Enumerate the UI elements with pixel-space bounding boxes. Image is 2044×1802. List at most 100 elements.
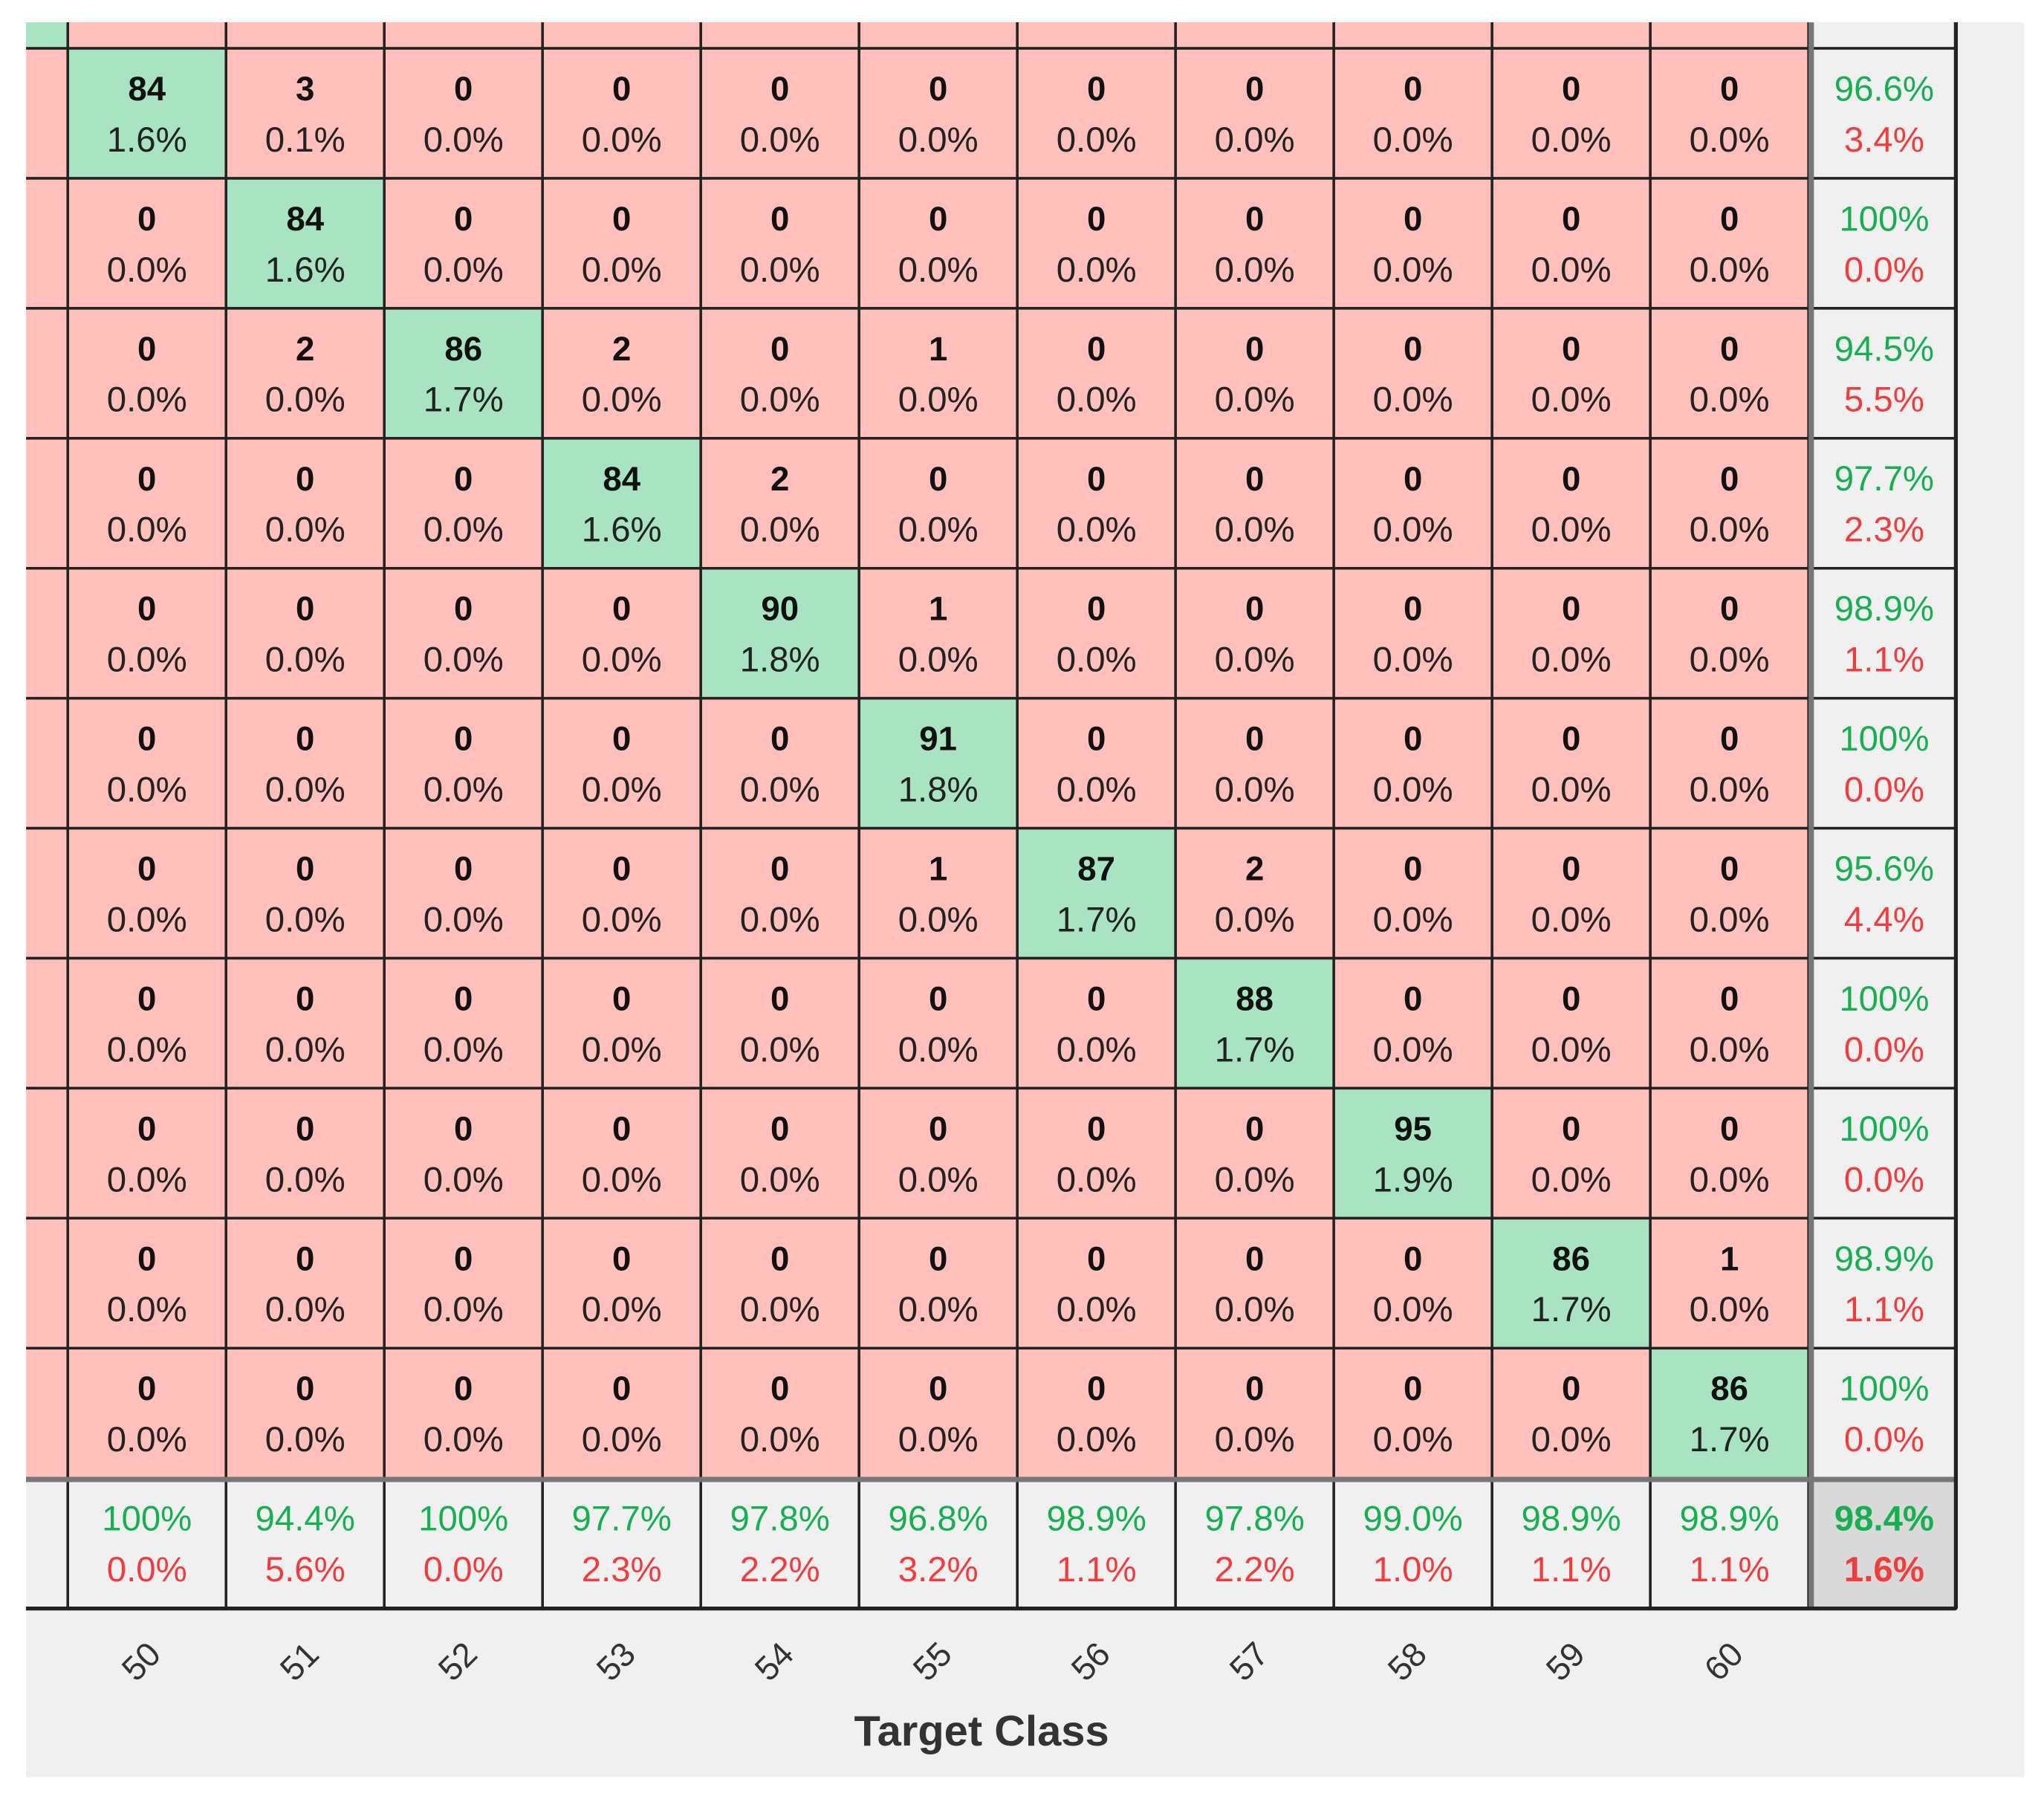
cell-percent: 1.7% <box>424 380 504 420</box>
cell-count: 0 <box>1562 200 1580 238</box>
cell-count: 0 <box>454 1370 473 1407</box>
cell-count: 0 <box>612 1370 631 1407</box>
cell-count: 1 <box>929 590 947 628</box>
error-cell <box>66 1086 227 1220</box>
column-error: 2.2% <box>740 1550 820 1589</box>
cell-count: 0 <box>612 1239 631 1277</box>
cell-count: 0 <box>1245 200 1264 238</box>
cell-count: 0 <box>137 330 156 368</box>
cell-percent: 0.0% <box>582 1290 662 1329</box>
error-cell <box>699 1346 860 1479</box>
row-error: 3.4% <box>1844 120 1924 160</box>
cell-count: 1 <box>929 330 947 368</box>
cell-count: 0 <box>1404 720 1422 758</box>
cell-count: 0 <box>1087 590 1106 628</box>
cell-percent: 0.0% <box>107 1160 187 1199</box>
cell-count: 0 <box>1720 200 1739 238</box>
error-cell <box>857 956 1019 1090</box>
cell-percent: 0.0% <box>424 900 504 939</box>
error-cell <box>1649 177 1810 310</box>
cell-count: 0 <box>137 1370 156 1407</box>
cell-percent: 0.0% <box>1057 1290 1137 1329</box>
cell-count: 0 <box>137 200 156 238</box>
row-precision: 94.5% <box>1834 329 1934 369</box>
cell-count: 0 <box>1087 1239 1106 1277</box>
cell-count: 0 <box>137 720 156 758</box>
cell-percent: 0.0% <box>1373 641 1453 680</box>
cell-count: 0 <box>1562 70 1580 108</box>
column-error: 0.0% <box>107 1550 187 1589</box>
cell-count: 0 <box>929 70 947 108</box>
column-error: 1.1% <box>1057 1550 1137 1589</box>
cell-percent: 0.0% <box>1373 120 1453 160</box>
cell-count: 0 <box>1087 200 1106 238</box>
cell-count: 0 <box>1087 460 1106 498</box>
error-cell <box>857 1346 1019 1479</box>
cell-percent: 0.0% <box>107 511 187 550</box>
cell-count: 84 <box>128 70 166 108</box>
cell-count: 0 <box>612 590 631 628</box>
cell-percent: 0.0% <box>582 1030 662 1069</box>
cell-percent: 0.0% <box>898 250 979 290</box>
row-error: 0.0% <box>1844 250 1924 290</box>
error-cell <box>1174 1346 1335 1479</box>
cell-percent: 0.0% <box>740 380 820 420</box>
cell-percent: 1.6% <box>582 511 662 550</box>
cell-count: 0 <box>1562 850 1580 888</box>
cell-percent: 0.0% <box>582 641 662 680</box>
correct-cell <box>66 47 227 180</box>
cell-percent: 0.0% <box>1215 1290 1295 1329</box>
cell-percent: 0.0% <box>265 380 345 420</box>
correct-cell <box>224 177 386 310</box>
error-cell <box>541 1086 702 1220</box>
error-cell <box>1649 307 1810 440</box>
cell-count: 0 <box>296 1109 314 1147</box>
cell-count: 0 <box>612 70 631 108</box>
cell-count: 0 <box>1404 850 1422 888</box>
column-recall: 98.9% <box>1047 1500 1146 1539</box>
cell-count: 0 <box>296 1239 314 1277</box>
cell-count: 0 <box>454 979 473 1017</box>
column-error: 2.2% <box>1215 1550 1295 1589</box>
cell-count: 87 <box>1077 850 1115 888</box>
cell-count: 0 <box>1245 330 1264 368</box>
cell-count: 0 <box>1720 720 1739 758</box>
cell-count: 0 <box>1087 1370 1106 1407</box>
cell-percent: 0.0% <box>1690 1030 1770 1069</box>
cell-percent: 1.6% <box>107 120 187 160</box>
cell-count: 0 <box>770 850 789 888</box>
cell-percent: 0.0% <box>424 1290 504 1329</box>
error-cell <box>699 307 860 440</box>
cell-percent: 0.0% <box>898 900 979 939</box>
column-summary-cell <box>66 1479 227 1610</box>
error-cell <box>224 696 386 830</box>
error-cell <box>1016 567 1177 700</box>
row-error: 1.1% <box>1844 1290 1924 1329</box>
row-precision: 100% <box>1839 1109 1929 1149</box>
cell-count: 91 <box>919 720 957 758</box>
cell-count: 90 <box>761 590 799 628</box>
row-summary-cell <box>1811 567 1958 700</box>
cell-count: 0 <box>1404 70 1422 108</box>
cell-percent: 0.0% <box>1531 120 1612 160</box>
cell-percent: 0.0% <box>740 1290 820 1329</box>
cell-percent: 0.0% <box>1057 1030 1137 1069</box>
error-cell <box>66 826 227 960</box>
cell-percent: 0.0% <box>424 771 504 810</box>
cell-percent: 0.0% <box>1531 511 1612 550</box>
cell-percent: 0.0% <box>107 250 187 290</box>
cell-percent: 0.0% <box>424 250 504 290</box>
error-cell <box>857 177 1019 310</box>
cell-percent: 0.0% <box>582 380 662 420</box>
cell-count: 0 <box>137 460 156 498</box>
cell-count: 0 <box>770 1109 789 1147</box>
cell-count: 0 <box>1245 1109 1264 1147</box>
cell-percent: 0.0% <box>1215 511 1295 550</box>
cell-count: 0 <box>770 720 789 758</box>
cell-count: 0 <box>929 1239 947 1277</box>
error-cell <box>541 177 702 310</box>
error-cell <box>383 437 544 570</box>
cell-percent: 0.0% <box>1373 1420 1453 1459</box>
cell-percent: 0.0% <box>1690 120 1770 160</box>
error-cell <box>699 956 860 1090</box>
